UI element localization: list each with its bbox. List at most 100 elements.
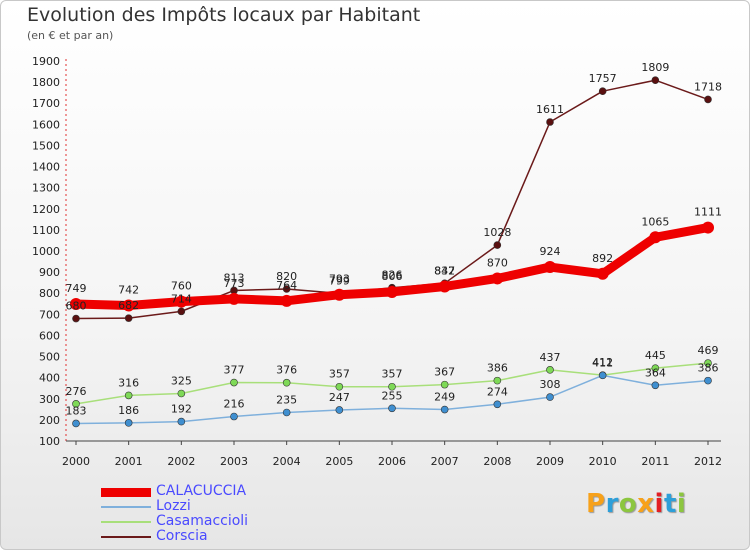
data-point	[124, 314, 133, 322]
y-tick-label: 1400	[32, 161, 60, 174]
data-point	[122, 299, 135, 312]
data-label: 255	[382, 389, 403, 402]
data-point	[440, 380, 449, 389]
data-point	[124, 391, 133, 400]
data-label: 325	[171, 375, 192, 388]
data-label: 186	[118, 404, 139, 417]
data-point	[175, 295, 188, 308]
data-point	[546, 366, 554, 374]
legend-label: CALACUCCIA	[156, 483, 247, 499]
data-point	[493, 241, 502, 249]
x-tick-label: 2012	[694, 455, 722, 468]
logo-letter: r	[605, 489, 619, 519]
y-tick-label: 1500	[32, 139, 60, 152]
data-label: 714	[171, 292, 192, 305]
y-tick-label: 900	[39, 266, 60, 279]
y-tick-label: 1600	[32, 118, 60, 131]
axes: 100 200 300 400 500 600 700 800 900 1000 1100 1200 1…	[32, 55, 722, 468]
data-point	[124, 419, 133, 427]
legend-swatch	[101, 487, 151, 497]
data-point	[228, 292, 240, 305]
data-label: 469	[698, 344, 719, 357]
data-point	[72, 419, 80, 428]
data-label: 276	[66, 385, 87, 398]
data-point	[388, 404, 396, 413]
y-tick-label: 700	[39, 308, 60, 321]
data-label: 892	[592, 252, 613, 265]
data-label: 249	[434, 391, 455, 404]
data-label: 316	[118, 376, 139, 389]
x-tick-label: 2010	[589, 455, 617, 468]
data-point	[440, 405, 449, 414]
data-point	[335, 382, 344, 391]
data-label: 793	[329, 273, 350, 286]
data-point	[70, 297, 82, 310]
y-tick-label: 1800	[32, 76, 60, 89]
data-label: 773	[224, 277, 245, 290]
data-label: 308	[540, 378, 561, 391]
data-point	[598, 87, 607, 95]
y-tick-label: 500	[39, 351, 60, 364]
x-tick-label: 2009	[536, 455, 564, 468]
data-point	[544, 261, 556, 274]
data-label: 376	[276, 364, 297, 377]
data-point	[438, 280, 451, 293]
y-tick-label: 600	[39, 329, 60, 342]
data-label: 1611	[536, 103, 564, 116]
logo-letter: P	[586, 489, 606, 519]
series-layer	[70, 76, 714, 428]
data-label: 377	[224, 364, 245, 377]
legend-swatch	[101, 521, 151, 523]
data-label: 806	[382, 270, 403, 283]
x-tick-label: 2007	[431, 455, 459, 468]
x-tick-label: 2003	[220, 455, 248, 468]
data-point	[282, 408, 291, 417]
data-label: 357	[329, 368, 350, 381]
legend-label: Lozzi	[156, 498, 191, 514]
data-point	[493, 400, 502, 409]
data-point	[230, 378, 238, 387]
data-label: 274	[487, 385, 508, 398]
x-tick-label: 2006	[378, 455, 406, 468]
data-point	[177, 417, 186, 426]
y-tick-label: 1300	[32, 182, 60, 195]
data-label: 680	[66, 300, 87, 313]
y-tick-label: 1200	[32, 203, 60, 216]
data-point	[177, 389, 186, 398]
data-point	[282, 285, 291, 293]
logo-letter: i	[676, 489, 687, 519]
y-tick-label: 300	[39, 393, 60, 406]
data-label: 445	[645, 349, 666, 362]
x-tick-label: 2005	[325, 455, 353, 468]
data-label: 826	[382, 269, 403, 282]
data-point	[280, 294, 293, 307]
logo-letter: x	[637, 489, 655, 519]
data-label: 1028	[483, 226, 511, 239]
legend-swatch	[101, 536, 151, 538]
data-point	[702, 221, 714, 234]
y-tick-label: 1100	[32, 224, 60, 237]
data-point	[335, 406, 344, 414]
data-point	[704, 95, 712, 104]
data-label: 1111	[694, 206, 722, 219]
data-point	[649, 231, 662, 244]
y-tick-label: 1900	[32, 55, 60, 68]
data-label: 357	[382, 368, 403, 381]
chart-title: Evolution des Impôts locaux par Habitant	[27, 4, 421, 26]
data-point	[230, 412, 238, 421]
data-label: 192	[171, 403, 192, 416]
data-label: 870	[487, 256, 508, 269]
data-label: 183	[66, 404, 87, 417]
legend-label: Casamaccioli	[156, 513, 249, 529]
data-label: 386	[487, 362, 508, 375]
data-label: 924	[540, 245, 561, 258]
data-point	[491, 272, 504, 285]
proxiti-logo: Proxiti	[586, 489, 686, 519]
data-point	[388, 382, 396, 391]
data-label: 832	[434, 264, 455, 277]
logo-letter: o	[618, 489, 638, 519]
y-tick-label: 1700	[32, 97, 60, 110]
data-label: 1718	[694, 80, 722, 93]
x-tick-label: 2011	[641, 455, 669, 468]
